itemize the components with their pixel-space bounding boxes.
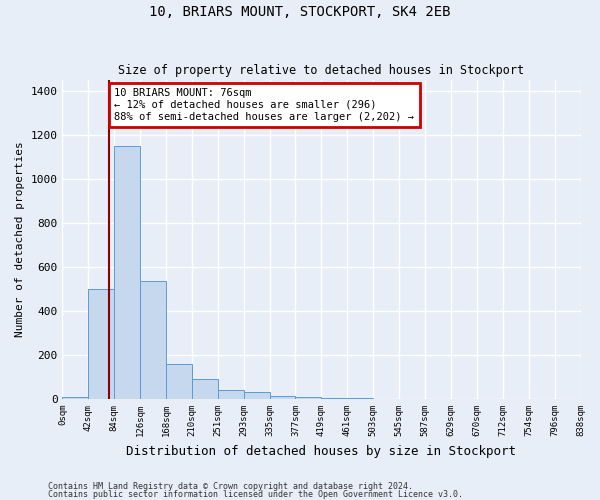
Y-axis label: Number of detached properties: Number of detached properties: [15, 142, 25, 337]
Bar: [322, 398, 347, 399]
Text: 10, BRIARS MOUNT, STOCKPORT, SK4 2EB: 10, BRIARS MOUNT, STOCKPORT, SK4 2EB: [149, 5, 451, 19]
Title: Size of property relative to detached houses in Stockport: Size of property relative to detached ho…: [118, 64, 524, 77]
Text: Contains public sector information licensed under the Open Government Licence v3: Contains public sector information licen…: [48, 490, 463, 499]
Bar: [88, 289, 115, 399]
Bar: [166, 364, 192, 399]
Bar: [295, 398, 322, 399]
Bar: [62, 397, 88, 399]
Bar: [269, 396, 295, 399]
Bar: [347, 398, 373, 399]
Bar: [244, 392, 269, 399]
Bar: [192, 379, 218, 399]
Bar: [218, 390, 244, 399]
Text: 10 BRIARS MOUNT: 76sqm
← 12% of detached houses are smaller (296)
88% of semi-de: 10 BRIARS MOUNT: 76sqm ← 12% of detached…: [115, 88, 415, 122]
Bar: [140, 281, 166, 399]
X-axis label: Distribution of detached houses by size in Stockport: Distribution of detached houses by size …: [127, 444, 517, 458]
Text: Contains HM Land Registry data © Crown copyright and database right 2024.: Contains HM Land Registry data © Crown c…: [48, 482, 413, 491]
Bar: [115, 146, 140, 399]
